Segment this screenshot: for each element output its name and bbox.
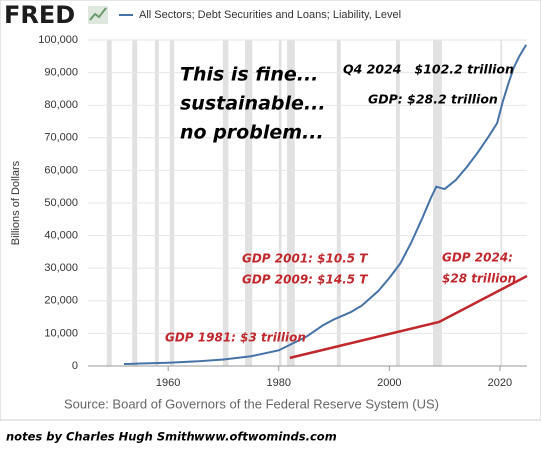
annotation: Q4 2024 $102.2 trillion: [343, 62, 514, 77]
y-tick-label: 20,000: [44, 295, 78, 307]
note: notes by Charles Hugh Smith: [6, 430, 195, 444]
note: www.oftwominds.com: [194, 430, 337, 444]
x-tick-label: 1980: [267, 377, 291, 389]
x-tick-label: 1960: [156, 377, 180, 389]
annotation: GDP 2024:: [442, 251, 513, 265]
annotation: GDP 2009: $14.5 T: [242, 273, 368, 287]
legend-label: All Sectors; Debt Securities and Loans; …: [139, 9, 401, 21]
y-tick-label: 70,000: [44, 132, 78, 144]
y-tick-label: 90,000: [44, 67, 78, 79]
annotation: sustainable...: [180, 93, 326, 115]
chart-frame: [0, 0, 541, 421]
y-tick-label: 30,000: [44, 262, 78, 274]
y-tick-label: 50,000: [44, 197, 78, 209]
series-line: [289, 274, 528, 360]
logo: FRED: [4, 1, 75, 29]
series-line: [123, 44, 528, 366]
annotation: GDP: $28.2 trillion: [368, 92, 498, 107]
y-axis-label: Billions of Dollars: [10, 160, 22, 245]
y-tick-label: 40,000: [44, 230, 78, 242]
x-tick-label: 2000: [377, 377, 401, 389]
y-tick-label: 60,000: [44, 164, 78, 176]
y-tick-label: 0: [72, 360, 78, 372]
y-tick-label: 10,000: [44, 327, 78, 339]
y-tick-label: 100,000: [38, 34, 78, 46]
x-tick-label: 2020: [488, 377, 512, 389]
y-tick-label: 80,000: [44, 99, 78, 111]
annotation: no problem...: [180, 122, 324, 144]
source: Source: Board of Governors of the Federa…: [64, 396, 439, 411]
annotation: GDP 1981: $3 trillion: [165, 331, 306, 345]
logo-icon-line: [89, 7, 107, 21]
annotation: $28 trillion: [442, 272, 516, 286]
annotation: GDP 2001: $10.5 T: [242, 252, 368, 266]
annotation: This is fine...: [180, 64, 318, 86]
